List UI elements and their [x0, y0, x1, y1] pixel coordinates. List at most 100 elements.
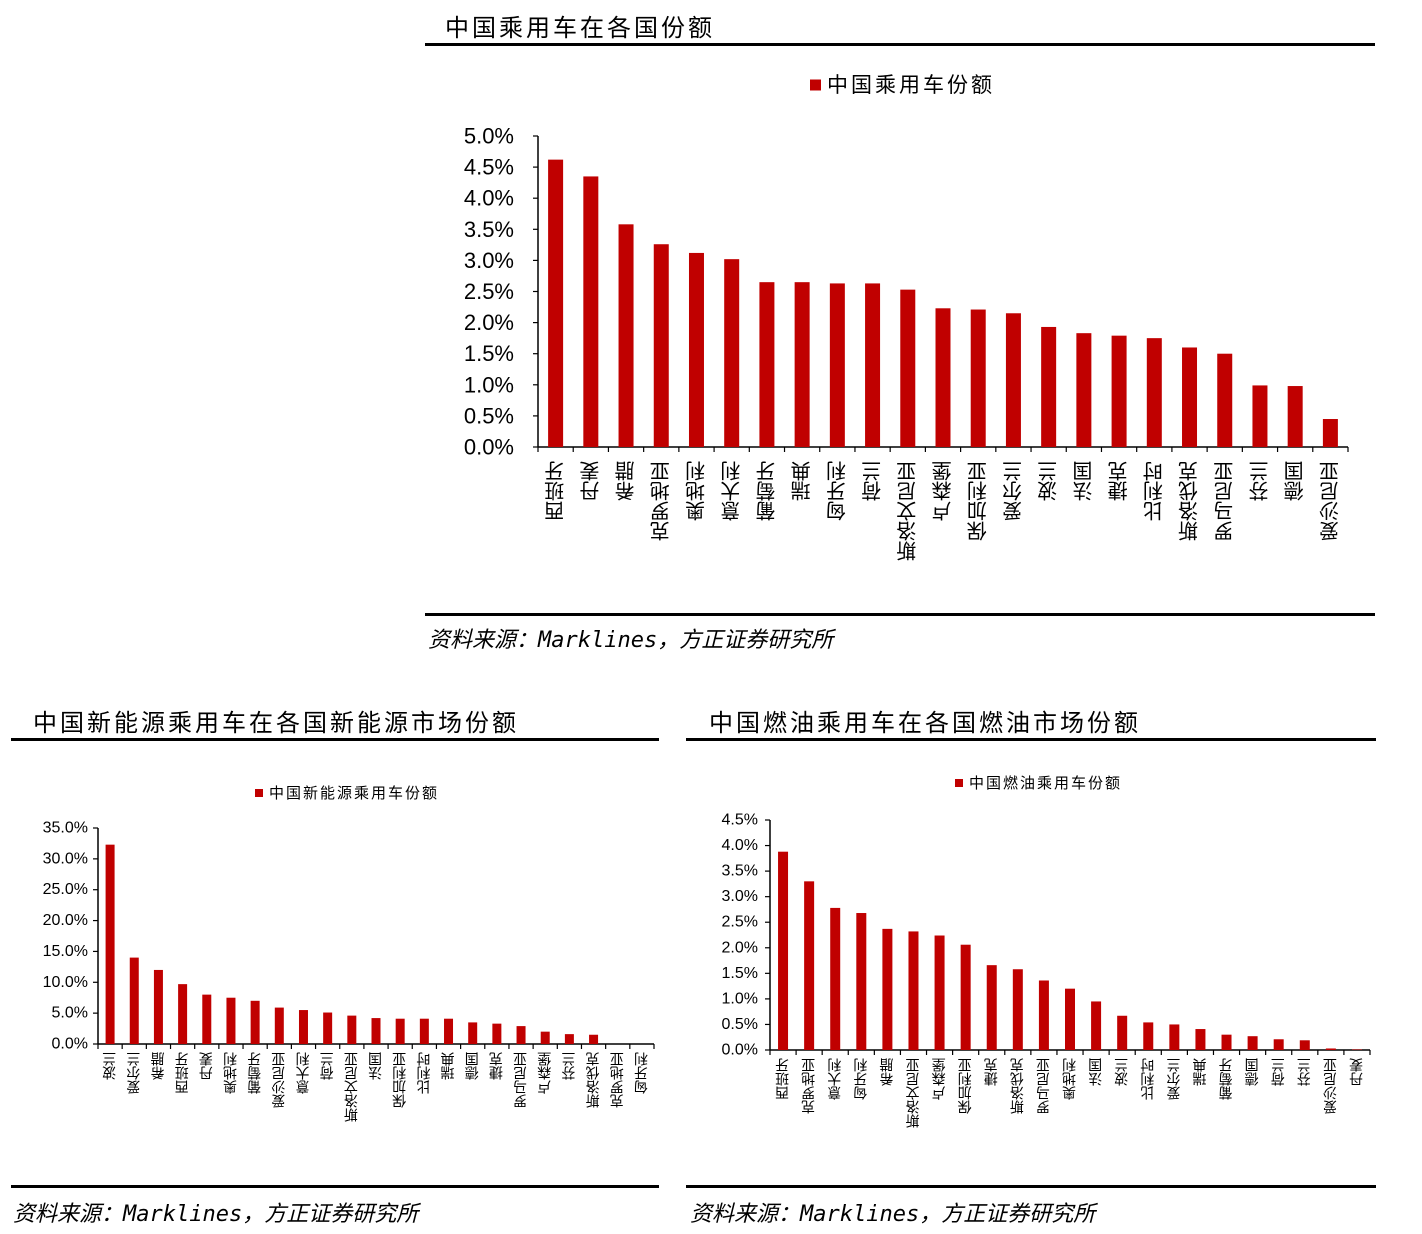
chart2-bar: [347, 1015, 357, 1044]
chart2-bar: [153, 969, 163, 1044]
chart3-legend-label: 中国燃油乘用车份额: [969, 774, 1122, 792]
chart3-bar: [908, 931, 919, 1050]
chart1-y-tick-label: 0.0%: [464, 435, 514, 460]
chart1-x-label: 波兰: [1037, 461, 1061, 501]
chart2-source: 资料来源：Marklines，方正证券研究所: [13, 1202, 419, 1227]
chart3-bar: [830, 907, 841, 1050]
chart3-x-label: 匈牙利: [853, 1058, 869, 1100]
chart3-x-label: 罗马尼亚: [1036, 1058, 1052, 1114]
chart1-x-label: 匈牙利: [825, 461, 849, 521]
chart3-x-label: 西班牙: [775, 1057, 791, 1100]
chart1-x-label: 瑞典: [790, 461, 814, 501]
chart1-bar: [829, 283, 845, 447]
chart2-legend-swatch: [255, 789, 263, 797]
chart2-x-label: 匈牙利: [634, 1052, 650, 1094]
chart3-x-label: 德国: [1245, 1058, 1261, 1086]
chart1-x-label: 保加利亚: [966, 461, 990, 541]
chart1-bar: [688, 252, 704, 447]
chart3-bar: [1143, 1022, 1154, 1050]
chart3-x-label: 保加利亚: [958, 1058, 974, 1114]
chart1-bar: [548, 159, 564, 448]
chart2-x-label: 德国: [465, 1052, 481, 1080]
chart1-x-label: 奥地利: [684, 461, 708, 521]
chart2-bar: [589, 1034, 599, 1044]
chart2-y-tick-label: 30.0%: [43, 850, 88, 867]
chart2-x-label: 意大利: [295, 1052, 311, 1095]
chart1-x-label: 比利时: [1142, 461, 1166, 521]
chart1-bar: [1076, 333, 1092, 447]
chart3-bar: [1221, 1034, 1232, 1050]
chart2-x-label: 保加利亚: [392, 1052, 408, 1108]
chart3-bar: [1195, 1029, 1206, 1050]
chart1-bar: [1252, 385, 1268, 447]
chart2-bar: [105, 844, 115, 1044]
chart1-bar: [759, 282, 775, 447]
chart1-legend-label: 中国乘用车份额: [827, 73, 995, 97]
chart3-bar: [1065, 988, 1075, 1050]
chart1-bar: [724, 259, 740, 447]
chart1-x-label: 德国: [1283, 461, 1307, 501]
chart1-x-label: 卢森堡: [931, 461, 955, 521]
chart3-y-tick-label: 1.5%: [722, 965, 758, 982]
chart3-x-label: 芬兰: [1297, 1058, 1313, 1086]
chart2-bar: [540, 1031, 550, 1044]
chart3-bar: [1273, 1039, 1284, 1050]
chart2-y-tick-label: 25.0%: [43, 881, 88, 898]
chart2-bar: [298, 1010, 308, 1044]
chart1-bar: [1111, 335, 1127, 447]
chart1-x-label: 斯洛文尼亚: [896, 461, 920, 561]
chart3-x-label: 法国: [1088, 1058, 1104, 1086]
chart2-bar: [178, 984, 188, 1044]
chart1-x-label: 爱尔兰: [1001, 461, 1025, 521]
chart1-x-label: 克罗地亚: [649, 461, 673, 541]
chart1-y-tick-label: 2.0%: [464, 310, 514, 335]
chart1-bar: [900, 289, 916, 447]
chart3-x-label: 波兰: [1114, 1058, 1130, 1086]
chart3-bar: [934, 935, 945, 1050]
chart3-x-label: 卢森堡: [932, 1058, 948, 1100]
chart2-x-label: 斯洛文尼亚: [344, 1052, 360, 1122]
chart2-bar: [492, 1023, 502, 1044]
chart2-y-tick-label: 20.0%: [43, 912, 88, 929]
chart1-y-tick-label: 0.5%: [464, 403, 514, 428]
chart1-y-tick-label: 3.5%: [464, 217, 514, 242]
chart2-y-tick-label: 0.0%: [52, 1036, 88, 1053]
chart1-bar: [1322, 419, 1338, 447]
chart1-x-label: 捷克: [1107, 461, 1131, 501]
chart3-y-tick-label: 2.0%: [722, 939, 758, 956]
chart2-y-tick-label: 10.0%: [43, 974, 88, 991]
chart2-x-label: 罗马尼亚: [513, 1052, 529, 1108]
chart3-y-tick-label: 0.0%: [722, 1042, 758, 1059]
chart2-bar: [226, 997, 236, 1044]
chart3-bar: [1169, 1024, 1180, 1050]
chart1-y-tick-label: 3.0%: [464, 248, 514, 273]
chart1-x-label: 法国: [1072, 461, 1096, 501]
chart2-x-label: 比利时: [416, 1052, 432, 1094]
chart2-x-label: 奥地利: [223, 1052, 239, 1095]
chart2-bar: [323, 1012, 333, 1044]
chart3-bottom-rule: [686, 1185, 1376, 1188]
chart3-y-tick-label: 2.5%: [722, 914, 758, 931]
chart1-bar: [970, 309, 986, 447]
chart3-x-label: 捷克: [984, 1057, 1000, 1086]
chart3-bar: [1038, 980, 1049, 1050]
chart3-top-rule: [686, 738, 1376, 741]
chart3-x-label: 奥地利: [1062, 1058, 1078, 1101]
chart2-x-label: 芬兰: [561, 1052, 577, 1080]
chart2-x-label: 爱尔兰: [126, 1052, 142, 1094]
chart1-bar: [1041, 326, 1057, 447]
chart1-y-tick-label: 2.5%: [464, 279, 514, 304]
chart2-bar: [444, 1018, 454, 1044]
chart3-bar: [1351, 1049, 1362, 1050]
chart3-y-tick-label: 4.0%: [722, 837, 758, 854]
chart3-bar: [1325, 1048, 1336, 1050]
chart3-x-label: 丹麦: [1349, 1058, 1365, 1086]
chart1-bar: [583, 176, 599, 447]
chart1-title: 中国乘用车在各国份额: [445, 14, 715, 42]
chart3-bar: [804, 881, 815, 1050]
chart1-x-label: 希腊: [614, 461, 638, 501]
chart1-x-label: 西班牙: [544, 461, 568, 521]
chart2-x-label: 法国: [368, 1052, 384, 1080]
